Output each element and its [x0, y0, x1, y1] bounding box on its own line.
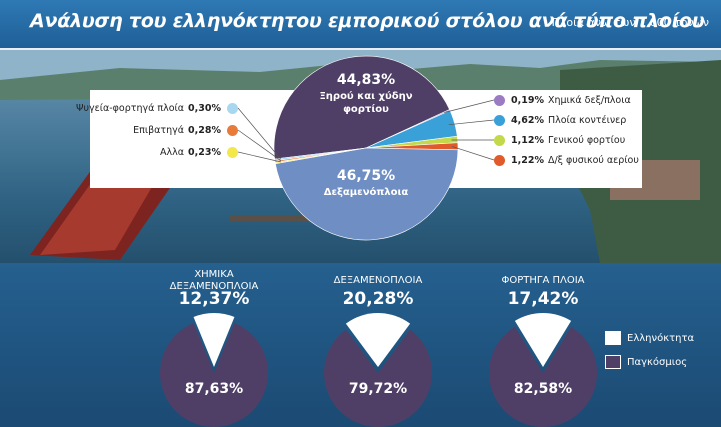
- legend-row-dot: [494, 114, 505, 126]
- legend-row-dot: [227, 102, 238, 114]
- greek-share-value: 20,28%: [342, 289, 414, 309]
- legend-swatch-global: [605, 355, 621, 369]
- page-subtitle: Πλοία άνω των 1.000 τόνων: [551, 16, 709, 29]
- pie-slice-ξηρού-και-χύδην-φορτίου: [273, 55, 450, 160]
- page-title: Ανάλυση του ελληνόκτητου εμπορικού στόλο…: [30, 10, 705, 32]
- legend-row-label: Επιβατηγά: [133, 124, 185, 136]
- legend-row-dot: [227, 146, 238, 158]
- comparison-title: ΧΗΜΙΚΑ: [194, 269, 234, 280]
- legend-label-global: Παγκόσμιος: [627, 356, 688, 368]
- greek-share-value: 17,42%: [507, 289, 579, 309]
- pie-label-top-value: 44,83%: [337, 72, 395, 88]
- legend-row-δ-ξ-φυσικού-αερίου: 1,22% Δ/ξ φυσικού αερίου: [494, 150, 642, 170]
- pie-label-top-line1: Ξηρού και χύδην: [319, 90, 412, 102]
- legend-row-value: 4,62%: [511, 114, 544, 126]
- global-slice: [160, 323, 268, 427]
- legend-row-dot: [494, 154, 505, 166]
- pie-slice-δεξαμενόπλοια: [274, 147, 459, 241]
- legend-row-dot: [494, 134, 505, 146]
- leader-πλοία-κοντέινερ: [448, 119, 495, 126]
- greek-slice: [193, 313, 235, 367]
- global-share-value: 79,72%: [348, 381, 408, 397]
- leader-ψυγεία-φορτηγά-πλοία: [237, 107, 281, 160]
- legend-row-label: Αλλα: [160, 146, 185, 158]
- comparison-pie: [160, 313, 268, 427]
- legend-row-dot: [227, 124, 238, 136]
- legend-label-greek: Ελληνόκτητα: [627, 332, 695, 344]
- left-legend-box: [90, 90, 300, 188]
- comparison-chart-3: ΦΟΡΤΗΓΑ ΠΛΟΙΑ 17,42% 82,58%: [468, 263, 618, 427]
- leader-αλλα: [237, 151, 282, 163]
- pie-label-top-line2: φορτίου: [343, 103, 389, 115]
- comparison-title-line2: ΔΕΞΑΜΕΝΟΠΛΟΙΑ: [169, 281, 259, 292]
- comparison-title: ΔΕΞΑΜΕΝΟΠΛΟΙΑ: [333, 275, 423, 286]
- legend-row-label: Γενικού φορτίου: [547, 134, 626, 146]
- legend-row-label: Χημικά δεξ/πλοια: [547, 94, 631, 106]
- global-share-value: 87,63%: [184, 381, 244, 397]
- global-share-value: 82,58%: [513, 381, 573, 397]
- comparison-title: ΦΟΡΤΗΓΑ ΠΛΟΙΑ: [501, 275, 585, 286]
- legend-row-value: 1,22%: [511, 154, 544, 166]
- legend-row-value: 0,23%: [188, 146, 221, 158]
- right-legend-box: [432, 90, 642, 188]
- comparison-legend: Ελληνόκτητα Παγκόσμιος: [605, 325, 715, 375]
- legend-row-επιβατηγά: Επιβατηγά 0,28%: [90, 120, 238, 140]
- header-bar: Ανάλυση του ελληνόκτητου εμπορικού στόλο…: [0, 0, 721, 50]
- legend-row-αλλα: Αλλα 0,23%: [90, 142, 238, 162]
- legend-row-value: 0,30%: [188, 102, 221, 114]
- legend-row-γενικού-φορτίου: 1,12% Γενικού φορτίου: [494, 130, 642, 150]
- legend-row-label: Δ/ξ φυσικού αερίου: [547, 154, 639, 166]
- comparison-chart-2: ΔΕΞΑΜΕΝΟΠΛΟΙΑ 20,28% 79,72%: [303, 263, 453, 427]
- legend-item-global: Παγκόσμιος: [605, 353, 687, 371]
- legend-item-greek: Ελληνόκτητα: [605, 329, 694, 347]
- global-slice: [324, 329, 432, 427]
- legend-row-value: 1,12%: [511, 134, 544, 146]
- greek-slice: [514, 313, 572, 367]
- global-slice: [489, 326, 597, 427]
- legend-row-value: 0,19%: [511, 94, 544, 106]
- leader-επιβατηγά: [237, 129, 282, 161]
- leader-δ-ξ-φυσικού-αερίου: [451, 146, 495, 161]
- leader-χημικά-δεξ-πλοια: [444, 99, 495, 113]
- greek-share-value: 12,37%: [178, 289, 250, 309]
- comparison-pie: [489, 313, 597, 427]
- comparison-pie: [324, 312, 432, 427]
- greek-slice: [345, 312, 411, 367]
- comparison-chart-1: ΧΗΜΙΚΑ ΔΕΞΑΜΕΝΟΠΛΟΙΑ 12,37% 87,63%: [139, 263, 289, 427]
- legend-row-χημικά-δεξ-πλοια: 0,19% Χημικά δεξ/πλοια: [494, 90, 642, 110]
- legend-row-label: Πλοία κοντέινερ: [547, 114, 627, 126]
- legend-row-ψυγεία-φορτηγά-πλοία: Ψυγεία-φορτηγά πλοία 0,30%: [76, 98, 238, 118]
- legend-row-dot: [494, 94, 505, 106]
- legend-row-label: Ψυγεία-φορτηγά πλοία: [76, 102, 185, 114]
- legend-row-πλοία-κοντέινερ: 4,62% Πλοία κοντέινερ: [494, 110, 642, 130]
- pie-label-bottom-value: 46,75%: [337, 168, 395, 184]
- legend-swatch-greek: [605, 331, 621, 345]
- legend-row-value: 0,28%: [188, 124, 221, 136]
- pie-label-bottom-line1: Δεξαμενόπλοια: [324, 186, 409, 198]
